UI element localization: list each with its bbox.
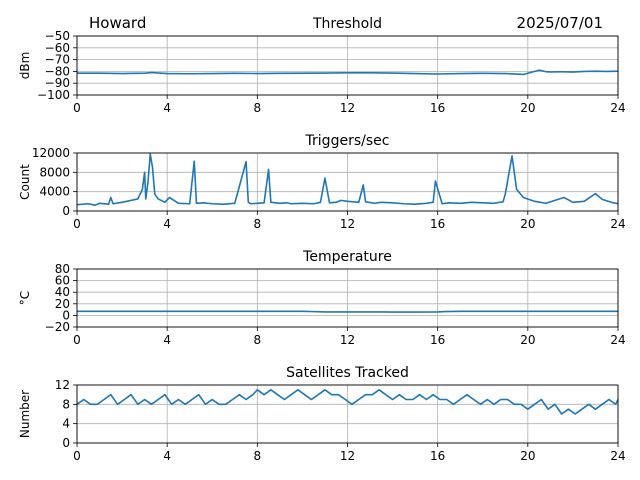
panels: 0 4 8 12 16 20 24 −100−90−80−70−60−50 Threshold d… xyxy=(18,16,626,463)
x-tick-label: 24 xyxy=(610,101,625,115)
x-tick-label: 0 xyxy=(73,333,81,347)
y-tick-label: 0 xyxy=(62,308,70,322)
x-tick-label: 4 xyxy=(163,217,171,231)
y-tick-label: 80 xyxy=(55,262,70,276)
x-tick-label: 20 xyxy=(520,333,535,347)
y-tick-label: 4 xyxy=(62,417,70,431)
x-tick-label: 12 xyxy=(340,217,355,231)
y-tick-label: 8 xyxy=(62,397,70,411)
x-tick-label: 8 xyxy=(254,333,262,347)
x-tick-label: 16 xyxy=(430,101,445,115)
y-tick-label: −80 xyxy=(45,64,70,78)
x-tick-label: 24 xyxy=(610,449,625,463)
y-axis-label: dBm xyxy=(18,52,32,80)
x-tick-label: 24 xyxy=(610,333,625,347)
y-tick-label: −60 xyxy=(45,41,70,55)
x-tick-label: 8 xyxy=(254,101,262,115)
y-tick-label: 4000 xyxy=(39,185,70,199)
x-tick-label: 20 xyxy=(520,101,535,115)
x-tick-label: 4 xyxy=(163,333,171,347)
y-tick-label: 0 xyxy=(62,204,70,218)
x-tick-label: 16 xyxy=(430,217,445,231)
station-label: Howard xyxy=(89,14,146,32)
y-tick-label: −50 xyxy=(45,29,70,43)
x-tick-label: 12 xyxy=(340,101,355,115)
panel-title: Threshold xyxy=(312,16,382,32)
y-axis-label: Count xyxy=(18,164,32,200)
panel-title: Satellites Tracked xyxy=(286,365,409,381)
y-tick-label: −70 xyxy=(45,53,70,67)
x-tick-label: 4 xyxy=(163,101,171,115)
y-tick-label: 20 xyxy=(55,297,70,311)
x-tick-label: 0 xyxy=(73,217,81,231)
x-tick-label: 0 xyxy=(73,101,81,115)
y-axis-label: °C xyxy=(18,291,32,305)
y-tick-label: 12000 xyxy=(32,146,70,160)
y-tick-label: 0 xyxy=(62,436,70,450)
series-line xyxy=(77,310,618,313)
series-line xyxy=(76,153,619,206)
x-tick-label: 12 xyxy=(340,449,355,463)
panel-4: 0 4 8 12 16 20 24 0 4 8 12 Satellites Tracked Number xyxy=(18,365,626,463)
x-tick-label: 12 xyxy=(340,333,355,347)
panel-1: 0 4 8 12 16 20 24 −100−90−80−70−60−50 Threshold d… xyxy=(18,16,626,115)
x-tick-label: 20 xyxy=(520,217,535,231)
panel-title: Temperature xyxy=(302,249,392,265)
series-line xyxy=(76,389,619,415)
x-tick-label: 8 xyxy=(254,217,262,231)
y-tick-label: −20 xyxy=(45,320,70,334)
y-tick-label: 40 xyxy=(55,285,70,299)
x-tick-label: 8 xyxy=(254,449,262,463)
panel-2: 0 4 8 12 16 20 24 0 4000 8000 12000 Triggers/sec Cou… xyxy=(18,133,626,231)
y-tick-label: −100 xyxy=(37,88,70,102)
x-tick-label: 0 xyxy=(73,449,81,463)
series-line xyxy=(77,69,619,76)
y-tick-label: 60 xyxy=(55,274,70,288)
y-tick-label: 8000 xyxy=(39,165,70,179)
y-tick-label: −90 xyxy=(45,76,70,90)
panel-title: Triggers/sec xyxy=(305,133,390,149)
y-axis-label: Number xyxy=(18,390,32,438)
date-label: 2025/07/01 xyxy=(517,14,603,32)
x-tick-label: 20 xyxy=(520,449,535,463)
x-tick-label: 16 xyxy=(430,449,445,463)
x-tick-label: 24 xyxy=(610,217,625,231)
x-tick-label: 16 xyxy=(430,333,445,347)
y-tick-label: 12 xyxy=(55,378,70,392)
x-tick-label: 4 xyxy=(163,449,171,463)
